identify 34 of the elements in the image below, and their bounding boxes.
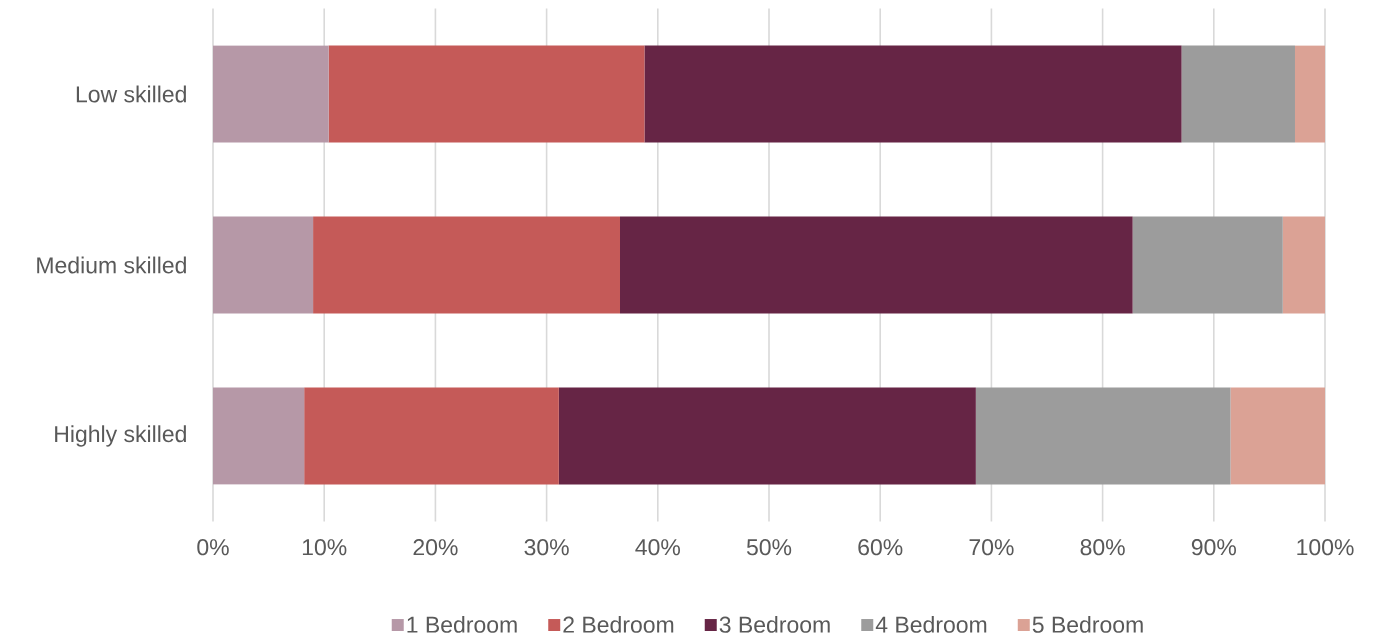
x-tick-label: 50% bbox=[746, 539, 792, 556]
x-tick-label: 70% bbox=[969, 539, 1014, 556]
x-tick-label: 10% bbox=[302, 539, 347, 556]
legend-label: 2 Bedroom bbox=[563, 615, 674, 633]
bar bbox=[1181, 45, 1295, 143]
x-tick-label: 90% bbox=[1191, 539, 1236, 556]
y-tick-label: Highly skilled bbox=[55, 425, 186, 447]
legend-label: 4 Bedroom bbox=[875, 615, 987, 633]
x-tick-label: 80% bbox=[1080, 539, 1125, 556]
bar bbox=[620, 216, 1133, 314]
x-tick-label: 20% bbox=[413, 539, 458, 556]
legend-label: 5 Bedroom bbox=[1032, 615, 1143, 633]
x-tick-label: 60% bbox=[858, 539, 903, 556]
bar bbox=[1230, 387, 1326, 485]
y-tick-label: Low skilled bbox=[76, 85, 186, 103]
x-tick-label: 40% bbox=[635, 539, 680, 556]
bar bbox=[213, 387, 305, 485]
bar bbox=[558, 387, 976, 485]
y-tick-label: Medium skilled bbox=[37, 256, 186, 274]
legend-label: 3 Bedroom bbox=[719, 615, 830, 633]
bar bbox=[975, 387, 1231, 485]
bar bbox=[304, 387, 559, 485]
legend-label: 1 Bedroom bbox=[407, 615, 517, 633]
x-tick-label: 100% bbox=[1297, 539, 1354, 556]
bar bbox=[213, 45, 329, 143]
bar bbox=[313, 216, 620, 314]
bar bbox=[1132, 216, 1283, 314]
bar bbox=[213, 216, 314, 314]
x-tick-label: 30% bbox=[524, 539, 569, 556]
bar bbox=[644, 45, 1182, 143]
bar bbox=[328, 45, 645, 143]
bar bbox=[1294, 45, 1326, 143]
bar bbox=[1282, 216, 1326, 314]
x-tick-label: 0% bbox=[197, 539, 229, 556]
